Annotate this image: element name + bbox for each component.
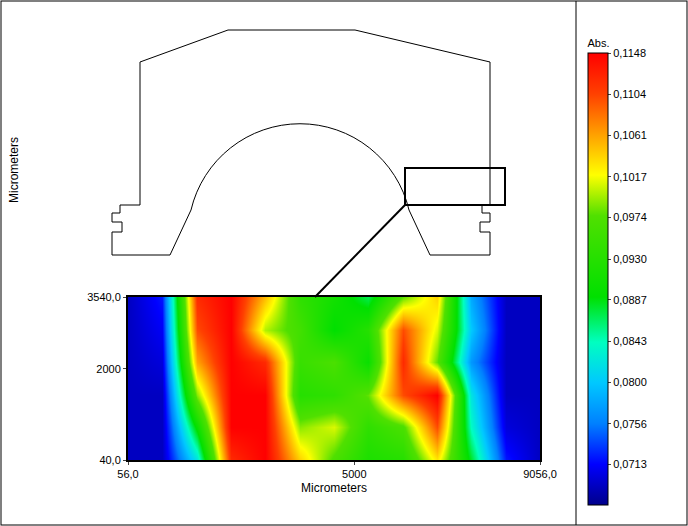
svg-text:2000: 2000: [96, 363, 120, 375]
svg-text:0,1061: 0,1061: [613, 129, 647, 141]
svg-text:0,0887: 0,0887: [613, 294, 647, 306]
svg-text:0,0843: 0,0843: [613, 335, 647, 347]
svg-text:0,0713: 0,0713: [613, 458, 647, 470]
svg-text:Abs.: Abs.: [588, 37, 610, 49]
svg-text:0,0800: 0,0800: [613, 376, 647, 388]
svg-text:Micrometers: Micrometers: [7, 137, 21, 203]
svg-text:3540,0: 3540,0: [87, 291, 121, 303]
svg-text:0,0930: 0,0930: [613, 253, 647, 265]
svg-text:5000: 5000: [342, 468, 366, 480]
svg-text:9056,0: 9056,0: [523, 468, 557, 480]
svg-text:40,0: 40,0: [99, 454, 120, 466]
svg-text:56,0: 56,0: [117, 468, 138, 480]
svg-text:Micrometers: Micrometers: [301, 481, 367, 495]
svg-text:0,1017: 0,1017: [613, 171, 647, 183]
svg-text:0,0974: 0,0974: [613, 211, 647, 223]
svg-text:0,1104: 0,1104: [613, 88, 646, 100]
svg-text:0,0756: 0,0756: [613, 418, 647, 430]
svg-text:0,1148: 0,1148: [613, 47, 646, 59]
